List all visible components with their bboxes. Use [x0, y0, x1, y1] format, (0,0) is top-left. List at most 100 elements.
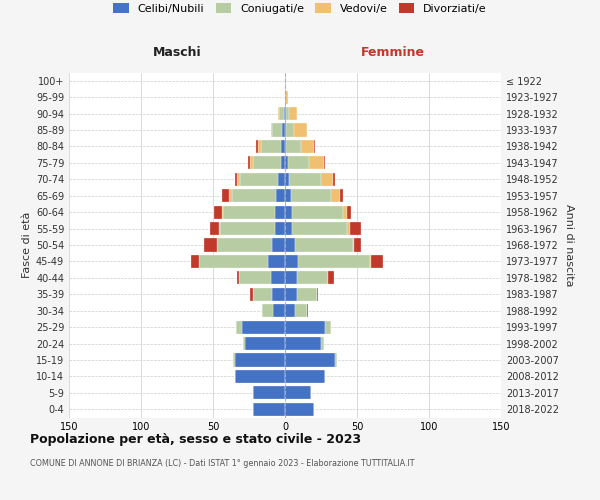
Bar	[257, 140, 260, 153]
Bar	[219, 222, 220, 235]
Bar	[285, 370, 325, 383]
Bar	[295, 304, 307, 318]
Bar	[286, 140, 301, 153]
Bar	[285, 107, 286, 120]
Bar	[238, 272, 239, 284]
Bar	[241, 172, 278, 186]
Bar	[281, 156, 285, 170]
Bar	[191, 255, 199, 268]
Bar	[291, 189, 331, 202]
Bar	[277, 189, 285, 202]
Bar	[253, 156, 281, 170]
Bar	[370, 255, 371, 268]
Bar	[272, 288, 285, 301]
Bar	[324, 156, 325, 170]
Bar	[256, 140, 257, 153]
Bar	[350, 222, 361, 235]
Bar	[285, 172, 289, 186]
Bar	[371, 255, 383, 268]
Bar	[328, 272, 334, 284]
Bar	[271, 124, 272, 136]
Bar	[292, 222, 347, 235]
Bar	[281, 140, 285, 153]
Bar	[278, 107, 279, 120]
Bar	[221, 189, 229, 202]
Bar	[274, 304, 285, 318]
Bar	[245, 337, 285, 350]
Bar	[296, 272, 328, 284]
Bar	[284, 107, 285, 120]
Bar	[285, 320, 325, 334]
Bar	[332, 172, 335, 186]
Bar	[235, 354, 285, 366]
Bar	[354, 238, 361, 252]
Bar	[331, 189, 340, 202]
Bar	[232, 189, 277, 202]
Bar	[242, 320, 285, 334]
Text: COMUNE DI ANNONE DI BRIANZA (LC) - Dati ISTAT 1° gennaio 2023 - Elaborazione TUT: COMUNE DI ANNONE DI BRIANZA (LC) - Dati …	[30, 459, 415, 468]
Bar	[221, 206, 223, 218]
Bar	[298, 255, 370, 268]
Bar	[250, 156, 253, 170]
Bar	[272, 238, 285, 252]
Bar	[343, 206, 347, 218]
Bar	[275, 206, 285, 218]
Bar	[295, 238, 353, 252]
Bar	[217, 238, 272, 252]
Bar	[285, 206, 292, 218]
Bar	[286, 107, 289, 120]
Bar	[285, 304, 295, 318]
Bar	[285, 74, 286, 88]
Bar	[238, 172, 241, 186]
Bar	[288, 156, 310, 170]
Bar	[321, 337, 324, 350]
Bar	[285, 156, 288, 170]
Bar	[268, 255, 285, 268]
Bar	[285, 222, 292, 235]
Bar	[301, 140, 314, 153]
Bar	[214, 206, 221, 218]
Bar	[325, 320, 331, 334]
Text: Maschi: Maschi	[152, 46, 202, 60]
Bar	[285, 90, 288, 104]
Bar	[275, 222, 285, 235]
Bar	[278, 172, 285, 186]
Bar	[347, 222, 350, 235]
Bar	[285, 189, 291, 202]
Bar	[272, 124, 282, 136]
Bar	[293, 124, 307, 136]
Y-axis label: Fasce di età: Fasce di età	[22, 212, 32, 278]
Text: Femmine: Femmine	[361, 46, 425, 60]
Bar	[289, 172, 321, 186]
Bar	[292, 206, 343, 218]
Bar	[229, 189, 232, 202]
Bar	[210, 222, 219, 235]
Bar	[285, 288, 296, 301]
Bar	[253, 386, 285, 400]
Bar	[253, 402, 285, 416]
Bar	[285, 124, 286, 136]
Bar	[285, 272, 296, 284]
Bar	[199, 255, 268, 268]
Bar	[285, 354, 335, 366]
Bar	[285, 402, 314, 416]
Bar	[286, 124, 293, 136]
Bar	[285, 255, 298, 268]
Bar	[262, 304, 274, 318]
Bar	[235, 172, 238, 186]
Bar	[236, 320, 242, 334]
Bar	[347, 206, 351, 218]
Bar	[285, 337, 321, 350]
Bar	[335, 354, 337, 366]
Bar	[233, 354, 235, 366]
Bar	[253, 288, 272, 301]
Y-axis label: Anni di nascita: Anni di nascita	[565, 204, 574, 286]
Bar	[220, 222, 275, 235]
Bar	[285, 238, 295, 252]
Bar	[205, 238, 217, 252]
Bar	[340, 189, 343, 202]
Bar	[317, 288, 318, 301]
Bar	[271, 272, 285, 284]
Bar	[243, 337, 245, 350]
Bar	[279, 107, 284, 120]
